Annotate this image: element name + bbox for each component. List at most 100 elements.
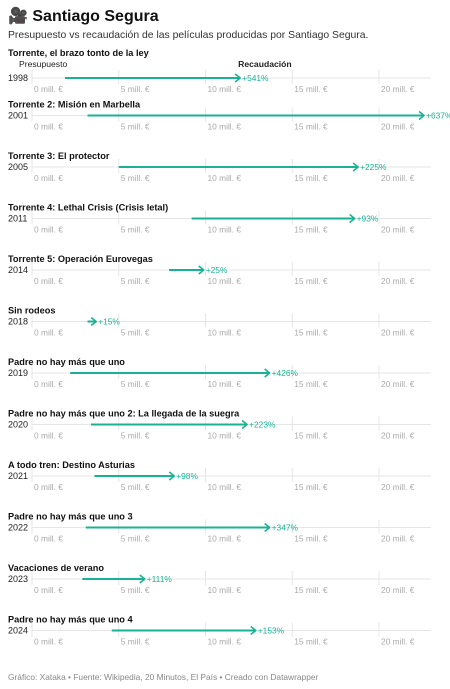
- x-tick-label: 15 mill. €: [294, 534, 328, 544]
- x-tick-label: 20 mill. €: [381, 585, 415, 595]
- change-label: +25%: [206, 265, 228, 275]
- legend-budget-label: Presupuesto: [19, 59, 67, 69]
- row-title: Torrente 3: El protector: [8, 151, 110, 161]
- x-tick-label: 10 mill. €: [207, 534, 241, 544]
- x-tick-label: 10 mill. €: [207, 637, 241, 647]
- arrow-head: [264, 522, 271, 533]
- row-year: 2014: [8, 265, 28, 275]
- change-label: +153%: [258, 626, 285, 636]
- change-label: +347%: [272, 523, 299, 533]
- page-subtitle: Presupuesto vs recaudación de las pelícu…: [8, 30, 369, 41]
- row-title: Vacaciones de verano: [8, 563, 104, 573]
- x-tick-label: 5 mill. €: [121, 225, 150, 235]
- x-tick-label: 15 mill. €: [294, 637, 328, 647]
- x-tick-label: 20 mill. €: [381, 225, 415, 235]
- row-title: Padre no hay más que uno: [8, 357, 125, 367]
- change-label: +541%: [242, 73, 269, 83]
- x-tick-label: 5 mill. €: [121, 431, 150, 441]
- row-year: 2023: [8, 574, 28, 584]
- x-tick-label: 5 mill. €: [121, 122, 150, 132]
- row-title: Torrente 4: Lethal Crisis (Crisis letal): [8, 203, 168, 213]
- x-tick-label: 15 mill. €: [294, 431, 328, 441]
- arrow-head: [234, 73, 241, 83]
- source-footer: Gráfico: Xataka • Fuente: Wikipedia, 20 …: [8, 672, 319, 682]
- change-label: +111%: [147, 574, 173, 584]
- x-tick-label: 10 mill. €: [207, 122, 241, 132]
- row-year: 2024: [8, 626, 28, 636]
- change-label: +223%: [249, 420, 276, 430]
- x-tick-label: 10 mill. €: [207, 585, 241, 595]
- row-year: 2020: [8, 420, 28, 430]
- x-tick-label: 0 mill. €: [34, 225, 63, 235]
- change-label: +225%: [360, 162, 387, 172]
- x-tick-label: 10 mill. €: [207, 173, 241, 183]
- x-tick-label: 20 mill. €: [381, 122, 415, 132]
- x-tick-label: 0 mill. €: [34, 173, 63, 183]
- x-tick-label: 0 mill. €: [34, 637, 63, 647]
- arrow-head: [241, 419, 248, 430]
- change-label: +15%: [98, 317, 120, 327]
- x-tick-label: 20 mill. €: [381, 173, 415, 183]
- row-title: Torrente 2: Misión en Marbella: [8, 100, 141, 110]
- arrow-head: [139, 574, 146, 584]
- x-tick-label: 5 mill. €: [121, 276, 150, 286]
- arrow-head: [90, 316, 97, 327]
- x-tick-label: 10 mill. €: [207, 225, 241, 235]
- page-title: 🎥 Santiago Segura: [8, 8, 159, 25]
- x-tick-label: 0 mill. €: [34, 534, 63, 544]
- change-label: +98%: [176, 471, 198, 481]
- row-year: 1998: [8, 73, 28, 83]
- x-tick-label: 0 mill. €: [34, 585, 63, 595]
- x-tick-label: 0 mill. €: [34, 482, 63, 492]
- x-tick-label: 15 mill. €: [294, 84, 328, 94]
- arrow-head: [198, 265, 205, 275]
- x-tick-label: 5 mill. €: [121, 379, 150, 389]
- x-tick-label: 0 mill. €: [34, 328, 63, 338]
- row-title: Sin rodeos: [8, 306, 55, 316]
- x-tick-label: 10 mill. €: [207, 276, 241, 286]
- x-tick-label: 20 mill. €: [381, 328, 415, 338]
- x-tick-label: 15 mill. €: [294, 276, 328, 286]
- x-tick-label: 15 mill. €: [294, 585, 328, 595]
- x-tick-label: 10 mill. €: [207, 431, 241, 441]
- row-title: Torrente, el brazo tonto de la ley: [8, 48, 150, 58]
- x-tick-label: 5 mill. €: [121, 84, 150, 94]
- x-tick-label: 5 mill. €: [121, 534, 150, 544]
- row-title: Padre no hay más que uno 3: [8, 512, 133, 522]
- x-tick-label: 5 mill. €: [121, 585, 150, 595]
- arrow-head: [264, 368, 271, 378]
- x-tick-label: 20 mill. €: [381, 637, 415, 647]
- row-year: 2021: [8, 471, 28, 481]
- x-tick-label: 10 mill. €: [207, 84, 241, 94]
- row-title: A todo tren: Destino Asturias: [8, 460, 135, 470]
- x-tick-label: 20 mill. €: [381, 534, 415, 544]
- arrow-head: [349, 213, 356, 224]
- row-year: 2005: [8, 162, 28, 172]
- x-tick-label: 10 mill. €: [207, 328, 241, 338]
- x-tick-label: 20 mill. €: [381, 482, 415, 492]
- legend-gross-label: Recaudación: [238, 59, 292, 69]
- x-tick-label: 0 mill. €: [34, 122, 63, 132]
- row-title: Padre no hay más que uno 2: La llegada d…: [8, 409, 240, 419]
- x-tick-label: 15 mill. €: [294, 379, 328, 389]
- x-tick-label: 5 mill. €: [121, 173, 150, 183]
- x-tick-label: 5 mill. €: [121, 637, 150, 647]
- x-tick-label: 20 mill. €: [381, 431, 415, 441]
- arrow-chart: Torrente, el brazo tonto de la leyPresup…: [8, 48, 450, 647]
- x-tick-label: 5 mill. €: [121, 482, 150, 492]
- x-tick-label: 20 mill. €: [381, 84, 415, 94]
- x-tick-label: 5 mill. €: [121, 328, 150, 338]
- x-tick-label: 0 mill. €: [34, 276, 63, 286]
- row-year: 2022: [8, 523, 28, 533]
- x-tick-label: 0 mill. €: [34, 379, 63, 389]
- row-title: Torrente 5: Operación Eurovegas: [8, 254, 153, 264]
- row-title: Padre no hay más que uno 4: [8, 615, 133, 625]
- row-year: 2018: [8, 317, 28, 327]
- change-label: +93%: [357, 214, 379, 224]
- arrow-head: [168, 471, 176, 481]
- x-tick-label: 15 mill. €: [294, 482, 328, 492]
- row-year: 2001: [8, 111, 28, 121]
- x-tick-label: 0 mill. €: [34, 84, 63, 94]
- arrow-head: [250, 625, 257, 636]
- x-tick-label: 15 mill. €: [294, 173, 328, 183]
